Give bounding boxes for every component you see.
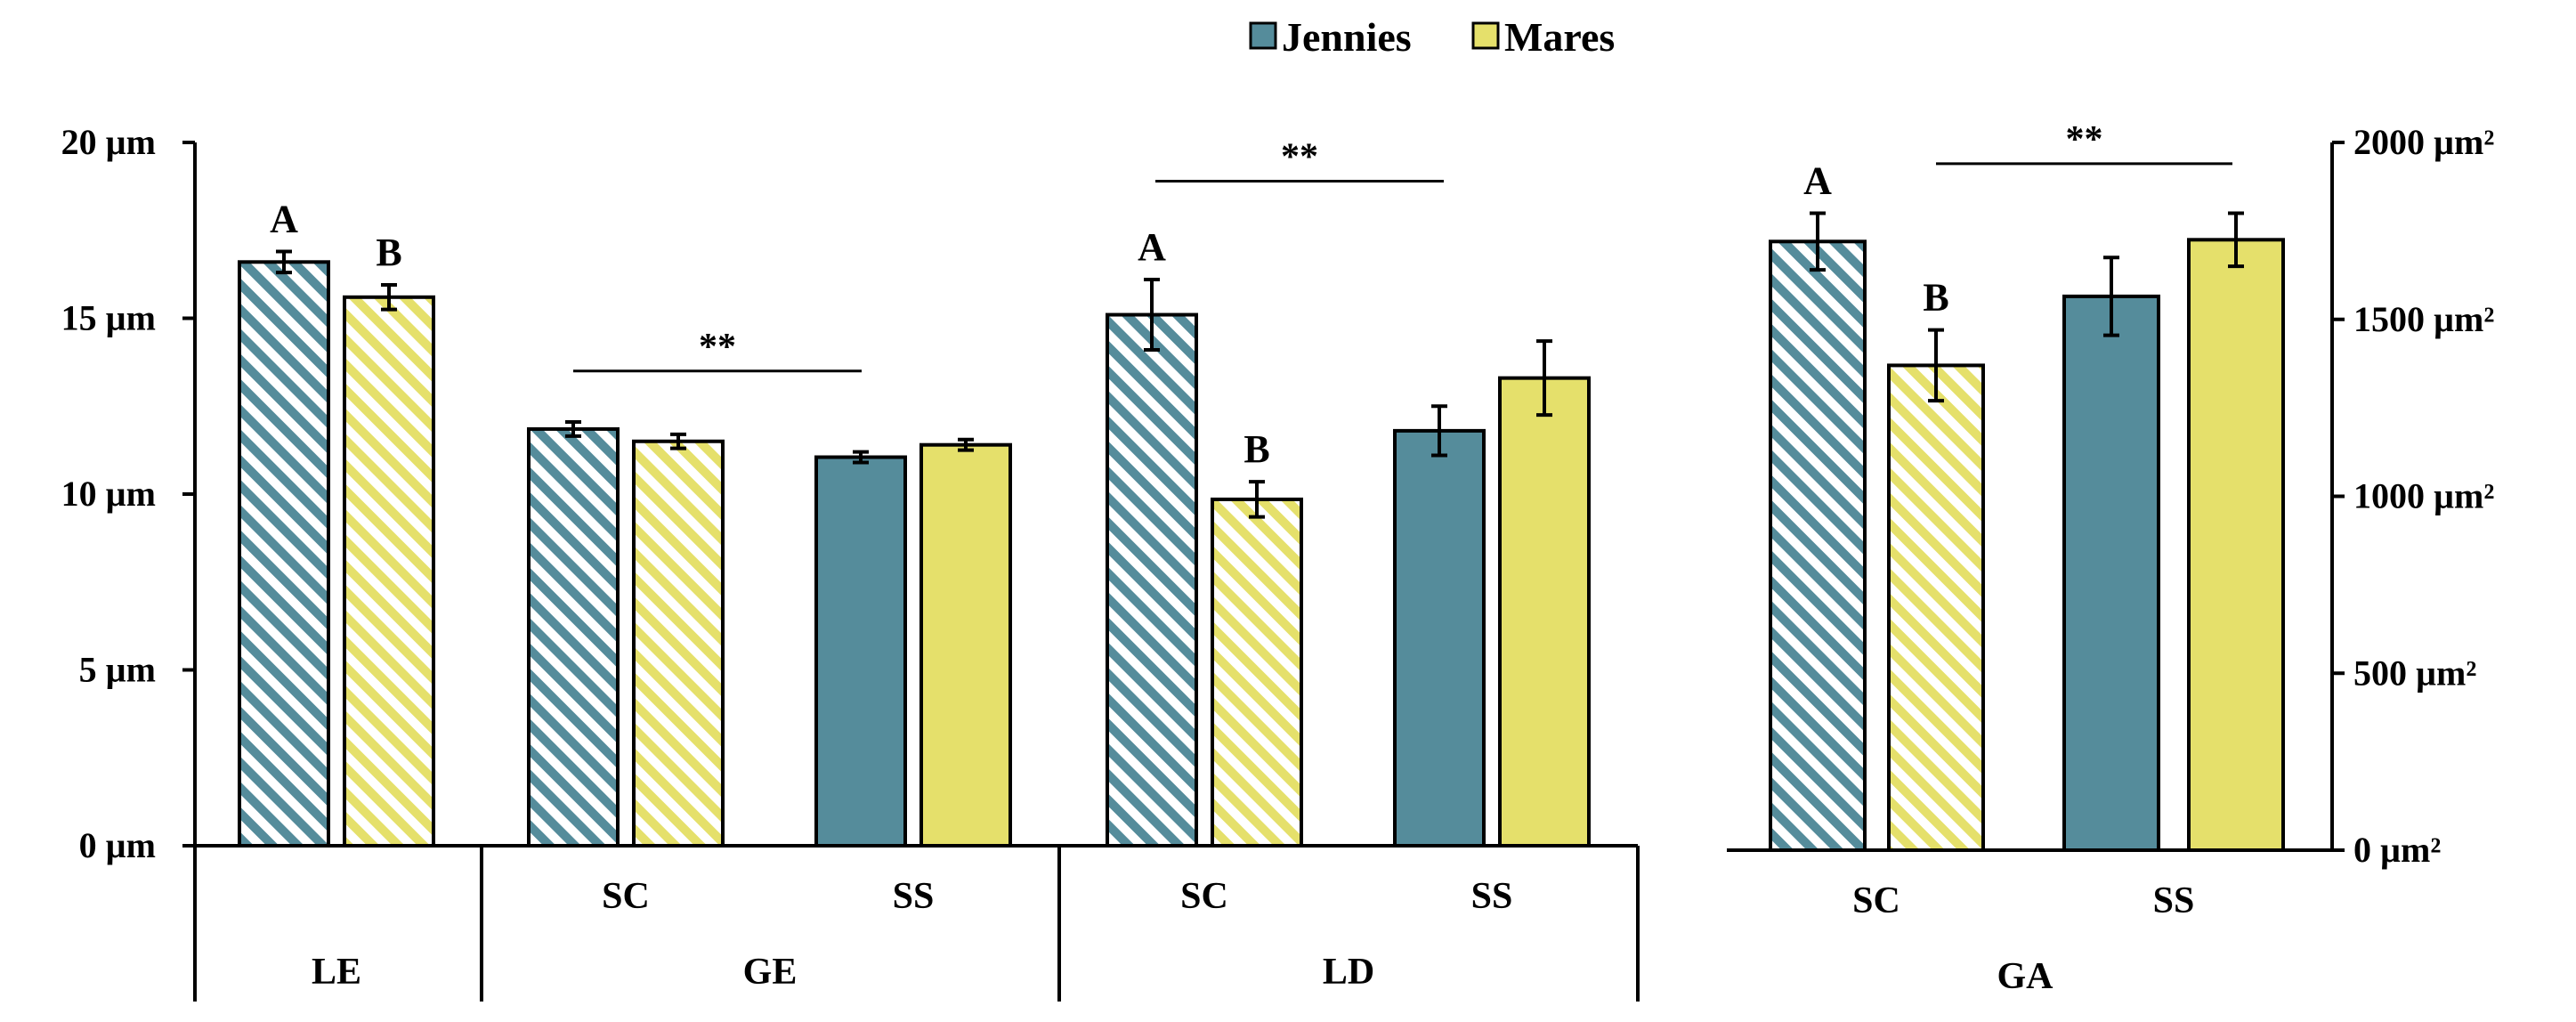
x-sublabel: SC (1180, 876, 1228, 917)
x-sublabel: SC (1852, 880, 1900, 921)
significance-marker: ** (2066, 119, 2103, 160)
x-group-label: LE (312, 952, 361, 993)
left-y-ticks: 0 µm 5 µm 10 µm 15 µm 20 µm (61, 122, 195, 865)
bar-ge-ss-jennies (814, 455, 907, 848)
significance-letter: B (1243, 427, 1269, 471)
y-tick-label: 0 µm² (2353, 830, 2441, 870)
y-tick-label: 10 µm (61, 474, 156, 514)
bar-ld-sc-jennies (1106, 312, 1198, 848)
y-tick-label: 2000 µm² (2353, 122, 2494, 162)
legend: Jennies Mares (1249, 14, 1615, 60)
significance-letter: A (270, 197, 298, 240)
bar-ge-sc-jennies (527, 426, 620, 848)
bar-ge-sc-mares (632, 439, 725, 848)
bar-ld-ss-mares (1498, 376, 1591, 848)
x-sublabel: SS (1471, 876, 1513, 917)
significance-letter: A (1803, 159, 1832, 203)
legend-label-jennies: Jennies (1282, 14, 1412, 60)
x-sublabel: SS (2153, 880, 2195, 921)
significance-letter: B (376, 231, 401, 274)
bar-ld-sc-mares (1211, 497, 1303, 848)
significance-letter: B (1923, 276, 1948, 320)
right-bars: A B ** (1769, 119, 2285, 853)
y-tick-label: 5 µm (79, 650, 156, 690)
legend-swatch-mares (1471, 21, 1500, 50)
bar-ge-ss-mares (919, 442, 1012, 848)
bar-ga-ss-jennies (2062, 294, 2160, 853)
x-group-label: GA (1997, 956, 2054, 997)
significance-marker: ** (699, 327, 736, 368)
y-tick-label: 500 µm² (2353, 653, 2476, 693)
significance-letter: A (1138, 225, 1166, 269)
right-y-ticks: 0 µm² 500 µm² 1000 µm² 1500 µm² 2000 µm² (2332, 122, 2494, 870)
left-bars: A B A B ** ** (238, 136, 1591, 848)
bar-le-jennies (238, 260, 330, 848)
left-category-labels: SC SS SC SS LE GE LD (312, 876, 1512, 993)
right-chart: 0 µm² 500 µm² 1000 µm² 1500 µm² 2000 µm² A B *… (1727, 119, 2494, 997)
bar-le-mares (343, 295, 435, 848)
bar-ga-sc-mares (1887, 363, 1985, 852)
bar-ga-sc-jennies (1769, 239, 1867, 852)
x-group-label: GE (743, 952, 798, 993)
legend-label-mares: Mares (1504, 14, 1615, 60)
legend-swatch-jennies (1249, 21, 1277, 50)
bar-ga-ss-mares (2187, 238, 2285, 852)
y-tick-label: 0 µm (79, 825, 156, 865)
x-sublabel: SC (602, 876, 650, 917)
y-tick-label: 20 µm (61, 122, 156, 162)
right-category-labels: SC SS GA (1852, 880, 2194, 997)
x-sublabel: SS (893, 876, 935, 917)
x-group-label: LD (1323, 952, 1374, 993)
y-tick-label: 15 µm (61, 298, 156, 338)
y-tick-label: 1500 µm² (2353, 299, 2494, 339)
y-tick-label: 1000 µm² (2353, 476, 2494, 516)
bar-ld-ss-jennies (1393, 428, 1486, 848)
significance-marker: ** (1281, 136, 1318, 177)
